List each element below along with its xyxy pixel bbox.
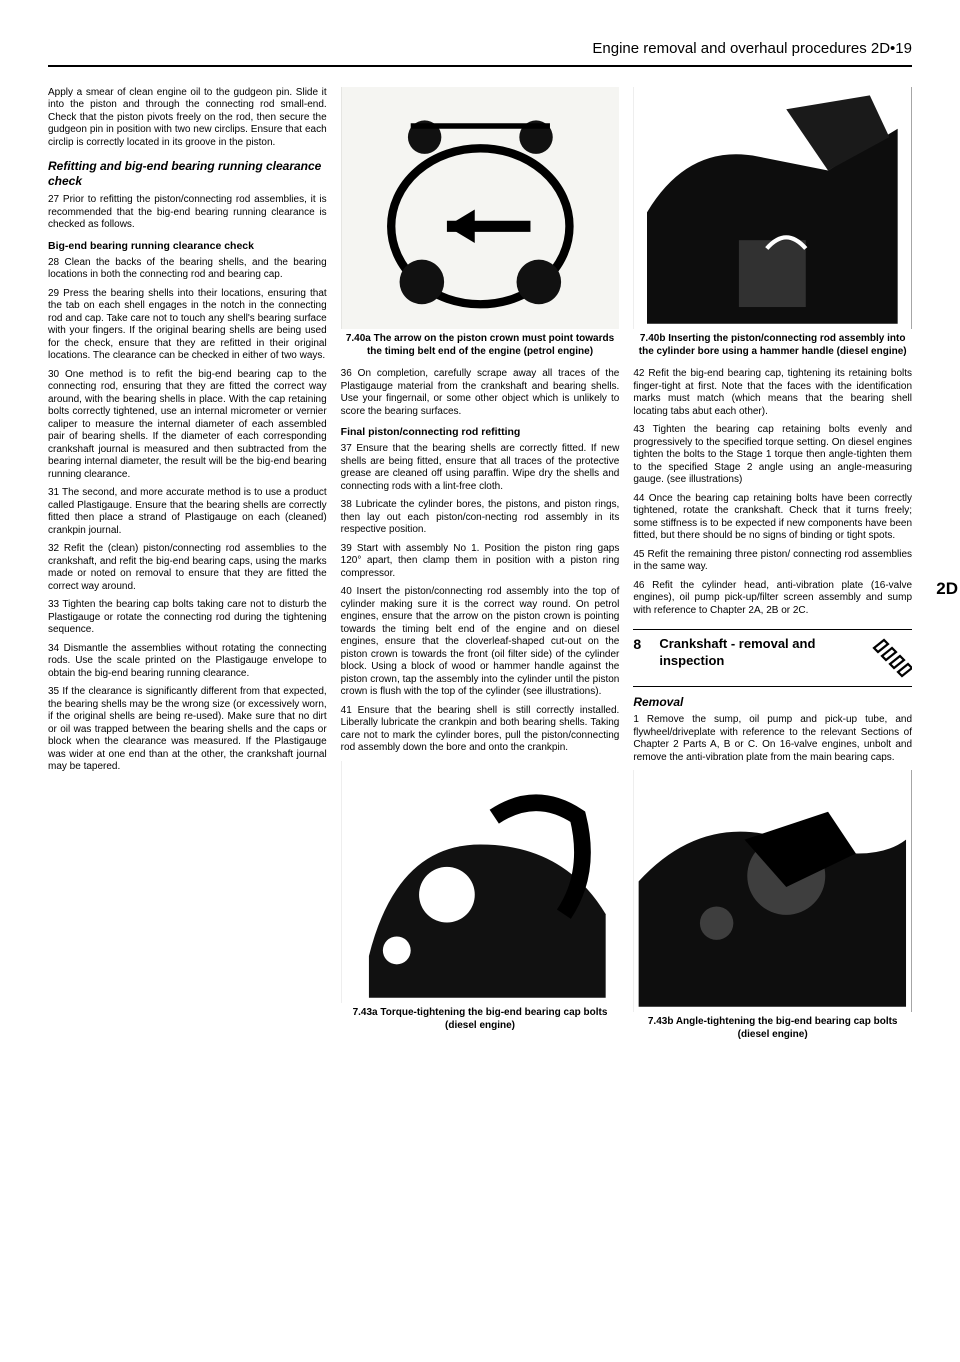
para-28: 28 Clean the backs of the bearing shells… <box>48 257 327 282</box>
para-44: 44 Once the bearing cap retaining bolts … <box>633 493 912 543</box>
para-32: 32 Refit the (clean) piston/connecting r… <box>48 543 327 593</box>
para-35: 35 If the clearance is significantly dif… <box>48 686 327 774</box>
para-34: 34 Dismantle the assemblies without rota… <box>48 643 327 681</box>
para-33: 33 Tighten the bearing cap bolts taking … <box>48 599 327 637</box>
para-40: 40 Insert the piston/connecting rod asse… <box>341 586 620 699</box>
column-1: Apply a smear of clean engine oil to the… <box>48 87 327 1052</box>
column-2: 7.40a The arrow on the piston crown must… <box>341 87 620 1052</box>
page-header: Engine removal and overhaul procedures 2… <box>48 40 912 67</box>
heading-final-refit: Final piston/connecting rod refitting <box>341 426 620 439</box>
removal-para-1: 1 Remove the sump, oil pump and pick-up … <box>633 714 912 764</box>
section-8-box: 8 Crankshaft - removal and inspection <box>633 629 912 687</box>
para-37: 37 Ensure that the bearing shells are co… <box>341 443 620 493</box>
figure-7-43a <box>341 761 620 1003</box>
heading-refitting: Refitting and big-end bearing running cl… <box>48 159 327 188</box>
para-43: 43 Tighten the bearing cap retaining bol… <box>633 424 912 487</box>
heading-removal: Removal <box>633 695 912 710</box>
content-columns: Apply a smear of clean engine oil to the… <box>48 87 912 1052</box>
para-30: 30 One method is to refit the big-end be… <box>48 369 327 482</box>
caption-7-43b: 7.43b Angle-tightening the big-end beari… <box>633 1016 912 1041</box>
para-42: 42 Refit the big-end bearing cap, tighte… <box>633 368 912 418</box>
figure-7-43b <box>633 770 912 1012</box>
section-number: 8 <box>633 636 649 654</box>
section-tab: 2D <box>936 578 958 599</box>
column-3: 7.40b Inserting the piston/connecting ro… <box>633 87 912 1052</box>
page: Engine removal and overhaul procedures 2… <box>48 40 912 1051</box>
caption-7-40b: 7.40b Inserting the piston/connecting ro… <box>633 333 912 358</box>
para-29: 29 Press the bearing shells into their l… <box>48 288 327 363</box>
para-27: 27 Prior to refitting the piston/connect… <box>48 194 327 232</box>
para: Apply a smear of clean engine oil to the… <box>48 87 327 150</box>
para-36: 36 On completion, carefully scrape away … <box>341 368 620 418</box>
figure-7-40a <box>341 87 620 329</box>
para-39: 39 Start with assembly No 1. Position th… <box>341 543 620 581</box>
para-45: 45 Refit the remaining three piston/ con… <box>633 549 912 574</box>
para-41: 41 Ensure that the bearing shell is stil… <box>341 705 620 755</box>
para-31: 31 The second, and more accurate method … <box>48 487 327 537</box>
caption-7-43a: 7.43a Torque-tightening the big-end bear… <box>341 1007 620 1032</box>
para-46: 46 Refit the cylinder head, anti-vibrati… <box>633 580 912 618</box>
difficulty-icon <box>868 636 912 680</box>
para-38: 38 Lubricate the cylinder bores, the pis… <box>341 499 620 537</box>
figure-7-40b <box>633 87 912 329</box>
heading-bigend-check: Big-end bearing running clearance check <box>48 240 327 253</box>
caption-7-40a: 7.40a The arrow on the piston crown must… <box>341 333 620 358</box>
section-title: Crankshaft - removal and inspection <box>659 636 858 670</box>
